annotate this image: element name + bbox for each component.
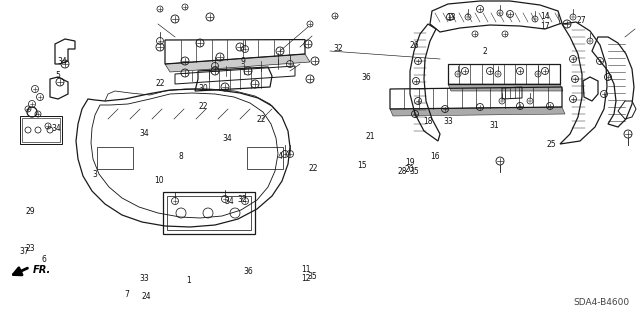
Text: 28: 28 [397,167,406,176]
Text: 35: 35 [307,272,317,281]
Text: 33: 33 [139,274,149,283]
Text: 21: 21 [365,132,374,141]
Text: 4: 4 [278,152,283,161]
Polygon shape [165,54,310,72]
Text: 27: 27 [576,16,586,25]
Text: 23: 23 [26,244,36,253]
Text: 14: 14 [540,12,550,21]
Text: 22: 22 [156,79,164,88]
Text: 36: 36 [243,267,253,276]
Text: 9: 9 [241,57,246,66]
Text: 24: 24 [141,292,151,300]
Bar [97,147,133,169]
Text: 18: 18 [423,117,432,126]
Text: 22: 22 [309,164,318,173]
Text: 10: 10 [154,176,164,185]
Text: 6: 6 [41,255,46,263]
Bar [163,192,255,234]
Bar [20,116,62,144]
Text: 11: 11 [301,265,310,274]
Text: 36: 36 [361,73,371,82]
Text: 26: 26 [410,41,420,50]
Text: 25: 25 [547,140,557,149]
Text: 22: 22 [257,115,266,124]
Text: 8: 8 [178,152,183,161]
Text: 34: 34 [51,124,61,133]
Text: 12: 12 [301,274,310,283]
Text: 33: 33 [443,117,453,126]
Text: 19: 19 [404,158,415,167]
Text: 1: 1 [186,276,191,285]
Text: 32: 32 [333,44,343,53]
Text: 2: 2 [483,47,488,56]
Text: 34: 34 [224,197,234,206]
Bar [22,118,60,142]
Text: 37: 37 [19,247,29,256]
Polygon shape [390,107,565,116]
Bar [247,147,283,169]
Bar [167,196,251,230]
Text: 13: 13 [446,13,456,22]
Text: FR.: FR. [33,265,51,275]
Text: 32: 32 [237,195,247,204]
Text: 16: 16 [430,152,440,161]
Text: 30: 30 [198,84,209,93]
Polygon shape [448,84,563,91]
Text: 15: 15 [356,161,367,170]
Text: 34: 34 [139,129,149,138]
Text: 35: 35 [410,167,420,176]
Text: 34: 34 [58,57,68,66]
Text: 34: 34 [222,134,232,143]
Text: SDA4-B4600: SDA4-B4600 [574,298,630,307]
Text: 29: 29 [26,207,36,216]
Text: 17: 17 [540,22,550,31]
Text: 31: 31 [489,121,499,130]
Text: 5: 5 [55,71,60,80]
Text: 3: 3 [92,170,97,179]
Text: 22: 22 [199,102,208,111]
Text: 20: 20 [404,165,415,174]
Text: 7: 7 [124,290,129,299]
